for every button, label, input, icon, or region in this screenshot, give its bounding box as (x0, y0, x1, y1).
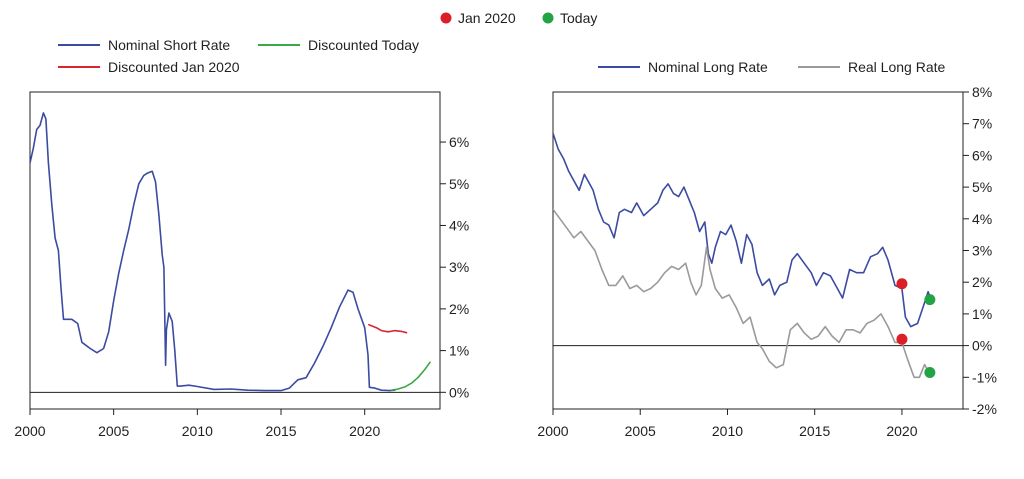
series-group (30, 112, 431, 392)
series-line-nominal-long-rate (553, 132, 933, 328)
y-tick-label-3: 3% (449, 259, 469, 275)
y-tick-label-2: -2% (972, 401, 997, 417)
legend-label-real-long-rate: Real Long Rate (848, 59, 946, 75)
y-tick-label-0: 0% (972, 338, 992, 354)
legend-label-today: Today (560, 10, 597, 26)
series-line-nominal-short-rate (30, 112, 396, 392)
x-tick-label-2005: 2005 (625, 423, 656, 439)
y-tick-label-1: -1% (972, 369, 997, 385)
x-tick-label-2000: 2000 (14, 423, 45, 439)
legend-label-jan-2020: Jan 2020 (458, 10, 516, 26)
legend-label-discounted-jan-2020: Discounted Jan 2020 (108, 59, 240, 75)
y-tick-label-2: 2% (449, 301, 469, 317)
x-tick-label-2020: 2020 (886, 423, 917, 439)
short-rate-chart: 2000 2005 2010 2015 2020 0% 1% 2% 3% 4% 5% 6% (14, 91, 469, 439)
x-tick-label-2005: 2005 (98, 423, 129, 439)
plot-frame (29, 91, 441, 410)
x-tick-label-2010: 2010 (712, 423, 743, 439)
y-tick-label-7: 7% (972, 116, 992, 132)
y-tick-label-3: 3% (972, 243, 992, 259)
marker-jan-2020-real-long-rate (896, 333, 908, 345)
left-chart-legend: Nominal Short Rate Discounted Today Disc… (58, 37, 419, 75)
plot-frame (552, 91, 964, 410)
top-legend: Jan 2020 Today (440, 10, 597, 26)
marker-today-real-long-rate (924, 367, 936, 379)
series-line-discounted-jan-2020 (368, 323, 408, 334)
y-tick-label-4: 4% (449, 217, 469, 233)
y-tick-label-1: 1% (449, 343, 469, 359)
y-tick-label-1: 1% (972, 306, 992, 322)
y-tick-label-2: 2% (972, 274, 992, 290)
legend-dot-jan-2020 (440, 12, 452, 24)
y-tick-label-5: 5% (449, 176, 469, 192)
legend-label-nominal-short-rate: Nominal Short Rate (108, 37, 230, 53)
x-tick-label-2020: 2020 (349, 423, 380, 439)
x-tick-label-2000: 2000 (537, 423, 568, 439)
series-line-discounted-today (390, 361, 431, 391)
x-tick-label-2015: 2015 (265, 423, 296, 439)
right-chart-legend: Nominal Long Rate Real Long Rate (598, 59, 946, 75)
y-tick-label-4: 4% (972, 211, 992, 227)
y-tick-label-6: 6% (449, 134, 469, 150)
marker-today-nominal-long-rate (924, 294, 936, 306)
legend-label-nominal-long-rate: Nominal Long Rate (648, 59, 768, 75)
x-tick-label-2010: 2010 (182, 423, 213, 439)
marker-jan-2020-nominal-long-rate (896, 278, 908, 290)
legend-label-discounted-today: Discounted Today (308, 37, 419, 53)
legend-dot-today (542, 12, 554, 24)
y-tick-label-6: 6% (972, 147, 992, 163)
y-tick-label-0: 0% (449, 384, 469, 400)
series-group (553, 132, 933, 379)
y-tick-label-5: 5% (972, 179, 992, 195)
y-tick-label-8: 8% (972, 84, 992, 100)
series-line-real-long-rate (553, 208, 931, 379)
long-rate-chart: 2000 2005 2010 2015 2020 -2% -1% 0% 1% 2% 3% 4% 5% 6%… (537, 84, 996, 439)
x-tick-label-2015: 2015 (799, 423, 830, 439)
